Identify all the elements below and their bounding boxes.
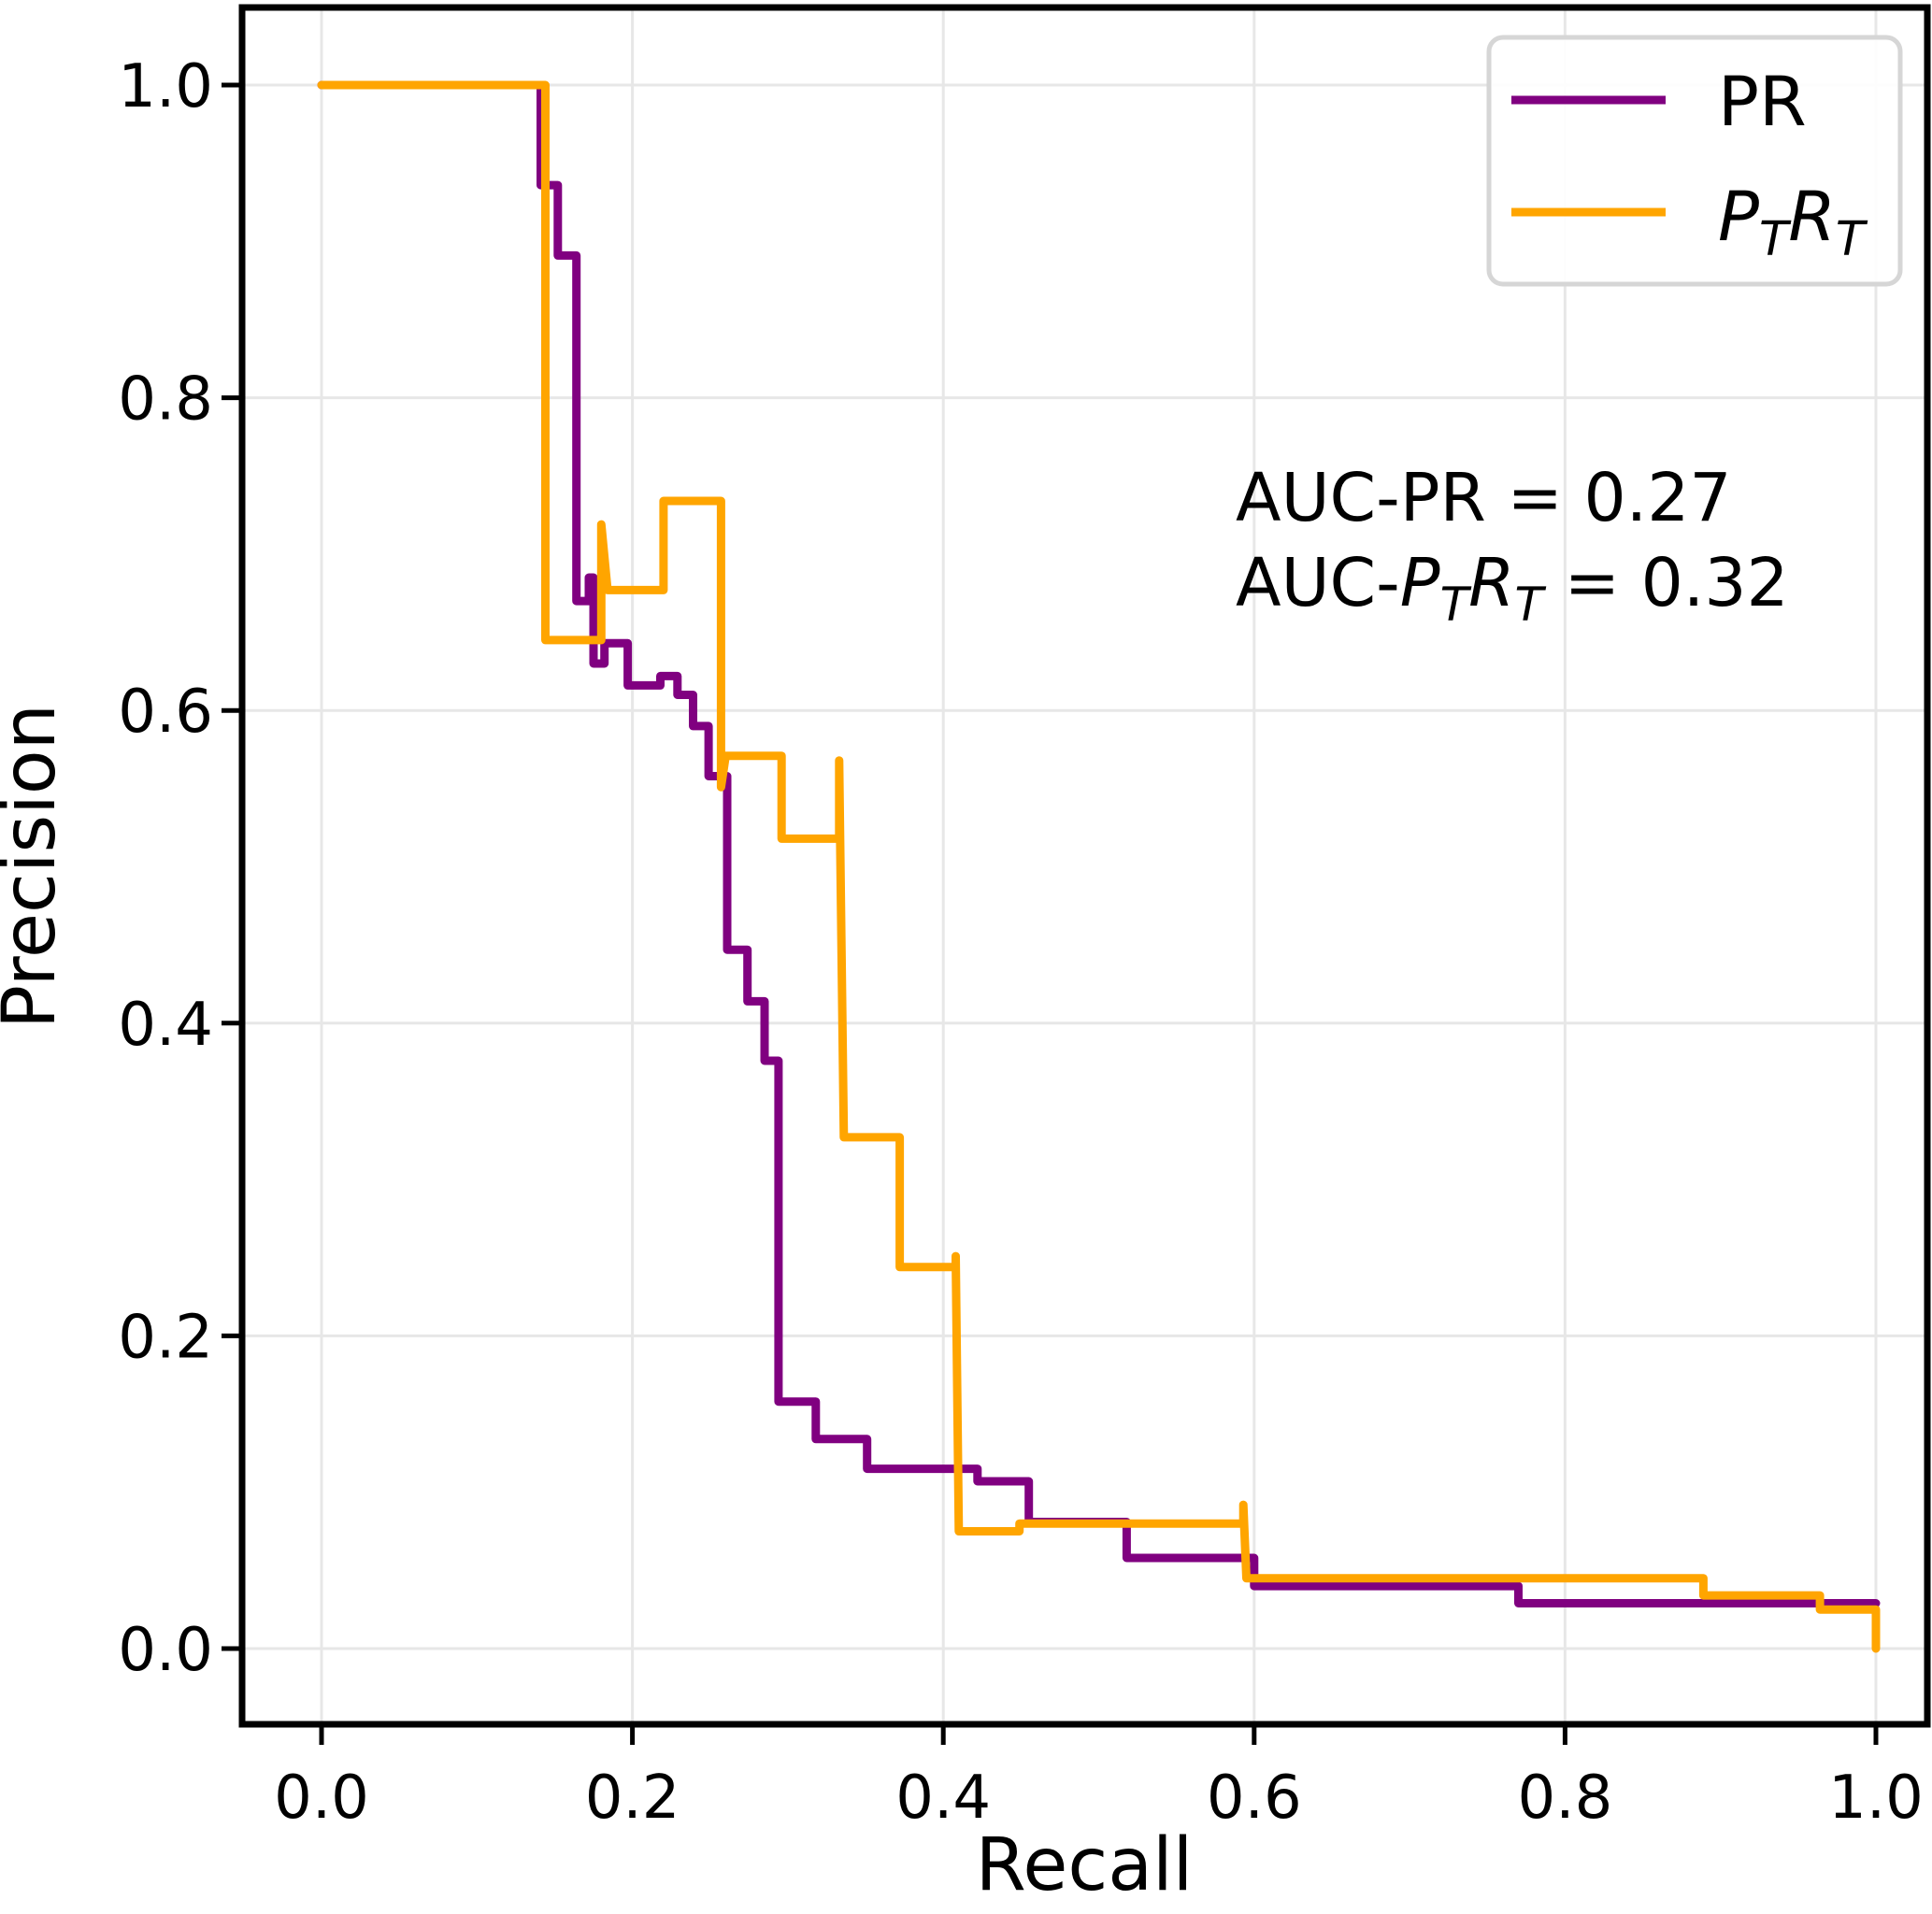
- curves: [317, 80, 1881, 1653]
- ptrt-curve-line: [317, 80, 1881, 1653]
- y-axis-tick-label: 0.8: [118, 365, 213, 435]
- auc-annotations: AUC-PR = 0.27 AUC-PTRT = 0.32: [1236, 459, 1789, 632]
- x-axis-label: Recall: [976, 1823, 1194, 1907]
- y-axis-label: Precision: [0, 704, 72, 1029]
- y-axis-tick-label: 0.4: [118, 991, 213, 1060]
- y-axis-tick-label: 0.0: [118, 1616, 213, 1685]
- x-axis-tick-label: 0.8: [1518, 1764, 1613, 1833]
- plot-border: [238, 4, 1931, 1728]
- x-axis-tick-label: 0.0: [274, 1764, 369, 1833]
- legend: PR PTRT: [1486, 35, 1903, 287]
- y-axis-tick-label: 1.0: [118, 52, 213, 121]
- x-axis-tick-label: 0.2: [585, 1764, 680, 1833]
- y-axis-tick-label: 0.2: [118, 1303, 213, 1372]
- axis-ticks: 0.0 0.2 0.4 0.6 0.8 1.0 0.0 0.2 0.4 0.6 0.8 1.0: [118, 52, 1924, 1833]
- x-axis-tick-label: 0.6: [1207, 1764, 1302, 1833]
- auc-pr-text: AUC-PR = 0.27: [1236, 459, 1732, 536]
- x-axis-tick-label: 0.4: [895, 1764, 991, 1833]
- legend-label-ptrt: PTRT: [1718, 178, 1868, 267]
- y-axis-tick-label: 0.6: [118, 678, 213, 747]
- pr-curve-line: [317, 80, 1881, 1607]
- auc-ptrt-text: AUC-PTRT = 0.32: [1236, 544, 1789, 632]
- x-axis-tick-label: 1.0: [1828, 1764, 1924, 1833]
- legend-label-pr: PR: [1718, 63, 1807, 142]
